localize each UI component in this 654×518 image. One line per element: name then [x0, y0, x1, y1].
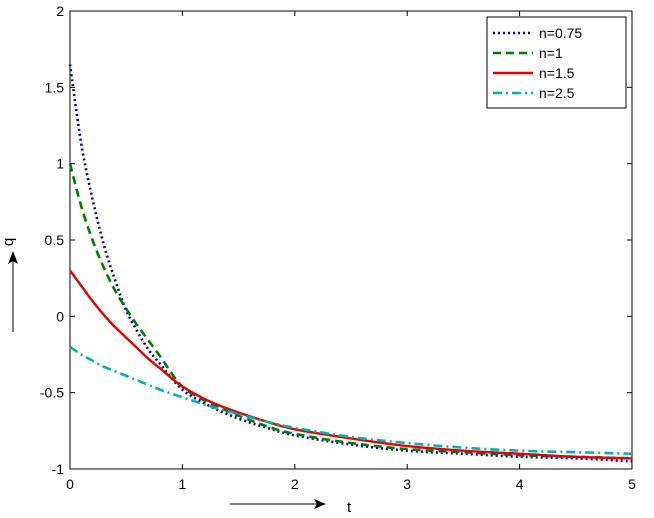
series-line-2 — [69, 269, 633, 460]
x-tick-label: 3 — [403, 476, 411, 492]
x-axis-title-group: t — [230, 499, 352, 516]
y-tick-label: -0.5 — [40, 385, 64, 401]
x-tick-label: 5 — [628, 476, 636, 492]
legend-box — [486, 16, 627, 109]
legend-label-2: n=1.5 — [539, 65, 575, 81]
series-line-0 — [68, 64, 633, 463]
x-tick-label: 1 — [179, 476, 187, 492]
series-line-1 — [68, 163, 633, 460]
legend-label-1: n=1 — [539, 45, 563, 61]
legend-label-3: n=2.5 — [539, 85, 575, 101]
y-tick-label: -1 — [52, 461, 65, 477]
y-axis-label: q — [0, 238, 17, 246]
y-tick-label: 1 — [56, 156, 64, 172]
legend: n=0.75 n=1 n=1.5 n=2.5 — [486, 16, 627, 109]
x-tick-label: 2 — [291, 476, 299, 492]
x-axis-label: t — [347, 499, 352, 516]
series-lines — [68, 64, 633, 463]
y-tick-label: 2 — [56, 3, 64, 19]
x-axis-arrow-head — [314, 499, 326, 509]
y-axis-title-group: q — [0, 238, 18, 332]
y-axis-arrow-head — [8, 251, 18, 264]
axis-ticks — [69, 10, 633, 470]
y-tick-label: 0.5 — [45, 232, 65, 248]
x-tick-label: 4 — [516, 476, 524, 492]
tick-labels: 0 1 2 3 4 5 -1 -0.5 0 0.5 1 1.5 2 — [40, 3, 636, 492]
legend-label-0: n=0.75 — [539, 25, 582, 41]
series-line-3 — [69, 345, 633, 456]
y-tick-label: 1.5 — [45, 79, 65, 95]
y-tick-label: 0 — [56, 308, 64, 324]
x-tick-label: 0 — [66, 476, 74, 492]
